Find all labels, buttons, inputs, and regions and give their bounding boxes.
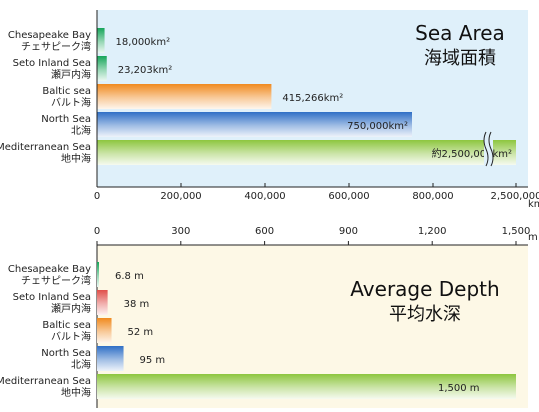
depth-category-label-jp: バルト海: [51, 330, 91, 343]
area-category-label-jp: チェサピーク湾: [21, 40, 91, 53]
depth-title: Average Depth: [350, 277, 499, 301]
depth-x-unit: m: [528, 232, 538, 243]
depth-category-label-en: Chesapeake Bay: [8, 264, 91, 275]
depth-title-jp: 平均水深: [389, 304, 461, 325]
area-x-tick-label: 600,000: [328, 191, 369, 202]
depth-category-label-en: Seto Inland Sea: [13, 292, 91, 303]
area-category-label-en: Seto Inland Sea: [13, 58, 91, 69]
depth-category-label-en: Baltic sea: [42, 320, 91, 331]
depth-value-label: 6.8 m: [115, 271, 144, 282]
area-category-label-jp: 北海: [71, 124, 91, 137]
area-title-jp: 海域面積: [424, 48, 496, 69]
depth-value-label: 1,500 m: [438, 383, 480, 394]
area-bar: [97, 28, 105, 53]
area-x-tick-label: 200,000: [160, 191, 201, 202]
depth-bar: [97, 346, 124, 371]
depth-category-label-jp: 瀬戸内海: [51, 302, 91, 315]
axis-break-mark: [483, 131, 489, 167]
area-value-label: 23,203km²: [118, 65, 173, 76]
depth-x-tick-label: 1,200: [418, 226, 447, 237]
area-x-tick-label: 2,500,000: [491, 191, 539, 202]
area-bar: [97, 112, 412, 137]
area-category-label-en: North Sea: [41, 114, 91, 125]
area-category-label-jp: 瀬戸内海: [51, 68, 91, 81]
area-x-tick-label: 800,000: [412, 191, 453, 202]
area-x-tick-label: 0: [94, 191, 100, 202]
depth-bar: [97, 262, 99, 287]
area-bar: [97, 84, 272, 109]
depth-value-label: 95 m: [140, 355, 166, 366]
area-bar: [97, 140, 516, 165]
depth-x-tick-label: 600: [255, 226, 274, 237]
area-x-unit: km: [528, 199, 539, 210]
area-x-tick-label: 400,000: [244, 191, 285, 202]
depth-category-label-en: Mediterranean Sea: [0, 376, 91, 387]
area-category-label-en: Mediterranean Sea: [0, 142, 91, 153]
depth-category-label-jp: チェサピーク湾: [21, 274, 91, 287]
area-category-label-en: Baltic sea: [42, 86, 91, 97]
area-category-label-jp: バルト海: [51, 96, 91, 109]
depth-value-label: 52 m: [128, 327, 154, 338]
area-value-label: 415,266km²: [282, 93, 343, 104]
area-category-label-jp: 地中海: [61, 152, 91, 165]
depth-category-label-jp: 地中海: [61, 386, 91, 399]
area-value-label: 750,000km²: [347, 121, 408, 132]
depth-category-label-jp: 北海: [71, 358, 91, 371]
depth-category-label-en: North Sea: [41, 348, 91, 359]
area-value-label: 約2,500,000km²: [432, 147, 512, 160]
depth-x-tick-label: 0: [94, 226, 100, 237]
area-value-label: 18,000km²: [116, 37, 171, 48]
axis-break-mark: [488, 131, 494, 167]
depth-bar: [97, 290, 108, 315]
area-bar: [97, 56, 107, 81]
depth-x-tick-label: 900: [339, 226, 358, 237]
area-title: Sea Area: [415, 21, 505, 45]
depth-value-label: 38 m: [124, 299, 150, 310]
axis-break-gap: [484, 132, 493, 166]
depth-x-tick-label: 1,500: [502, 226, 531, 237]
depth-x-tick-label: 300: [171, 226, 190, 237]
area-category-label-en: Chesapeake Bay: [8, 30, 91, 41]
depth-bar: [97, 374, 516, 399]
depth-bar: [97, 318, 112, 343]
